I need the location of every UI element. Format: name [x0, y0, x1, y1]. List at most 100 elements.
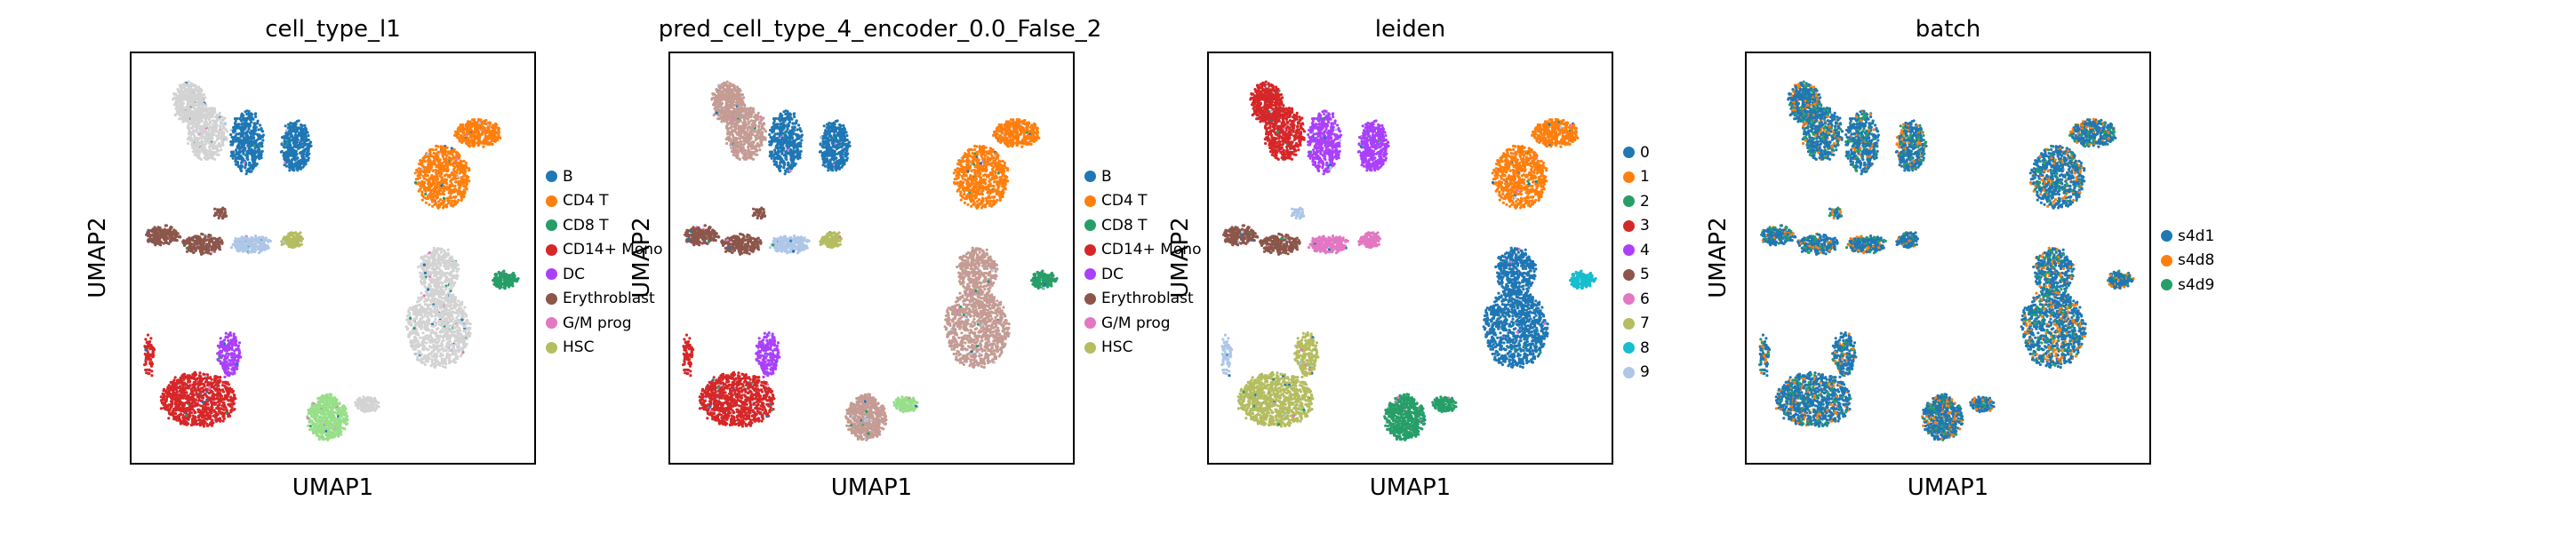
scatter-point: [238, 155, 242, 158]
scatter-point: [229, 155, 233, 158]
scatter-point: [211, 240, 214, 244]
scatter-point: [235, 155, 238, 159]
scatter-point: [250, 242, 253, 245]
scatter-point: [208, 386, 212, 390]
scatter-point: [192, 106, 196, 109]
scatter-point: [212, 386, 216, 390]
scatter-point: [217, 384, 220, 387]
scatter-point: [206, 411, 210, 415]
scatter-point: [188, 377, 191, 380]
scatter-point: [228, 331, 232, 335]
scatter-point: [173, 411, 177, 415]
scatter-point: [160, 228, 164, 232]
scatter-point: [215, 386, 219, 390]
scatter-point: [440, 179, 444, 183]
scatter-point: [148, 237, 151, 242]
scatter-point: [177, 415, 181, 418]
scatter-point: [445, 146, 449, 149]
scatter-point: [211, 409, 214, 412]
scatter-point: [145, 341, 148, 345]
scatter-point: [212, 410, 217, 414]
scatter-point: [167, 394, 171, 398]
scatter-point: [463, 190, 467, 195]
scatter-point: [218, 245, 221, 249]
scatter-point: [208, 116, 212, 120]
scatter-point: [267, 238, 270, 242]
scatter-point: [173, 376, 177, 379]
scatter-point: [260, 249, 263, 252]
scatter-point: [445, 170, 449, 173]
scatter-point: [232, 155, 236, 158]
scatter-point: [213, 207, 217, 211]
scatter-point: [460, 197, 463, 201]
scatter-point: [234, 246, 237, 250]
scatter-point: [303, 142, 307, 146]
scatter-point: [442, 193, 445, 196]
scatter-point: [187, 386, 190, 390]
scatter-point: [209, 252, 212, 256]
scatter-point: [176, 111, 180, 115]
scatter-point: [237, 341, 242, 345]
scatter-point: [250, 151, 253, 155]
scatter-point: [203, 383, 206, 387]
scatter-point: [428, 194, 431, 197]
scatter-point: [197, 394, 202, 397]
scatter-point: [450, 158, 453, 162]
scatter-point: [245, 155, 250, 158]
scatter-point: [459, 159, 462, 163]
scatter-point: [211, 115, 214, 118]
scatter-point: [438, 174, 442, 178]
scatter-point: [230, 355, 234, 359]
scatter-point: [212, 153, 215, 156]
scatter-point: [439, 149, 443, 154]
scatter-point: [258, 142, 262, 146]
scatter-point: [250, 131, 253, 135]
scatter-point: [247, 112, 251, 115]
scatter-point: [459, 169, 462, 172]
scatter-point: [229, 410, 233, 414]
scatter-point: [413, 180, 418, 185]
scatter-point: [150, 362, 154, 365]
scatter-point: [206, 157, 210, 161]
scatter-point: [234, 236, 237, 241]
scatter-point: [231, 142, 235, 146]
scatter-point: [222, 390, 226, 394]
scatter-point: [452, 168, 456, 171]
scatter-point: [195, 129, 198, 133]
scatter-point: [212, 245, 216, 250]
scatter-point: [188, 374, 191, 378]
scatter-point: [240, 155, 244, 159]
scatter-point: [483, 140, 487, 144]
scatter-point: [199, 252, 204, 256]
scatter-point: [247, 109, 251, 113]
scatter-point: [248, 142, 252, 146]
scatter-point: [218, 417, 221, 420]
scatter-point: [463, 173, 467, 177]
scatter-point: [236, 124, 240, 128]
scatter-point: [238, 117, 242, 121]
scatter-point: [219, 131, 223, 135]
scatter-point: [193, 147, 196, 151]
scatter-point: [240, 119, 244, 123]
scatter-point: [201, 102, 204, 107]
scatter-point: [260, 127, 263, 131]
scatter-point: [291, 151, 294, 155]
scatter-point: [202, 129, 205, 132]
scatter-point: [179, 117, 182, 121]
scatter-point: [195, 140, 198, 144]
scatter-point: [187, 132, 191, 136]
scatter-point: [452, 156, 456, 160]
scatter-point: [177, 386, 181, 389]
scatter-point: [190, 377, 194, 380]
scatter-point: [193, 388, 196, 392]
scatter-point: [175, 239, 179, 243]
scatter-point: [420, 193, 424, 197]
scatter-point: [191, 417, 195, 420]
scatter-point: [207, 417, 211, 420]
scatter-point: [234, 158, 237, 163]
scatter-point: [241, 139, 244, 143]
scatter-point: [201, 106, 205, 109]
scatter-point: [416, 182, 420, 186]
scatter-point: [196, 386, 200, 389]
scatter-point: [180, 402, 184, 406]
